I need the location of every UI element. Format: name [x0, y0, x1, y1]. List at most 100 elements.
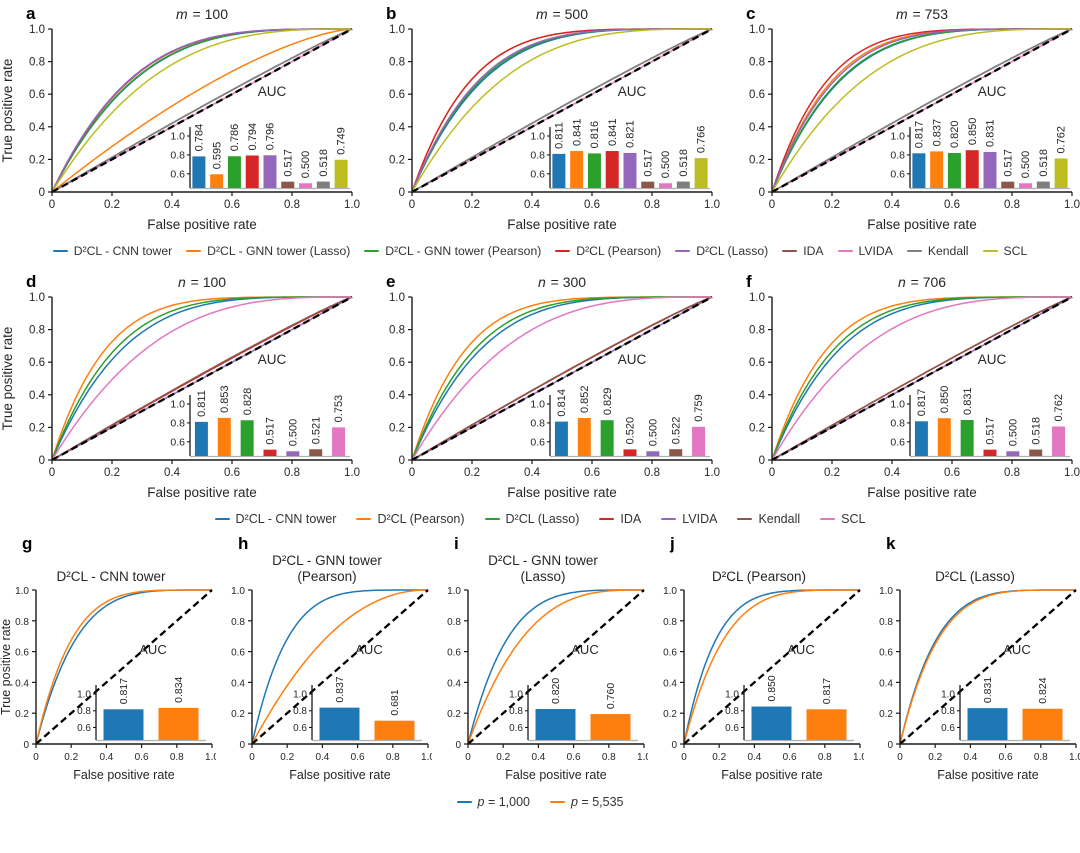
- svg-text:0.8: 0.8: [386, 752, 400, 763]
- auc-bar: [930, 151, 944, 188]
- auc-bar: [332, 427, 346, 456]
- svg-text:AUC: AUC: [571, 642, 598, 657]
- svg-text:0.6: 0.6: [584, 199, 600, 211]
- legend-item: LVIDA: [837, 244, 893, 258]
- svg-text:0.2: 0.2: [29, 154, 45, 166]
- svg-text:0.4: 0.4: [884, 467, 901, 479]
- auc-inset: 0.6 0.8 1.0 0.831 0.824 AUC: [941, 642, 1070, 742]
- chance-diagonal: [771, 27, 1073, 194]
- auc-bar: [217, 417, 231, 456]
- axis-spines: [771, 297, 1072, 461]
- panel-letter-h: h: [238, 534, 249, 553]
- roc-curve: [411, 28, 712, 193]
- svg-text:0.8: 0.8: [602, 752, 616, 763]
- svg-text:0.8: 0.8: [284, 467, 300, 479]
- auc-bar: [210, 174, 224, 188]
- svg-text:0.829: 0.829: [602, 388, 614, 416]
- roc-plot-b: 0 0.2 0.4 0.6 0.8 1.0 0 0.2 0.4 0.6 0.8 1.0 0.6 0.8 1.…: [389, 24, 720, 232]
- panel-f: f n = 706 0 0.2 0.4 0.6 0.8 1.0 0 0.2 0.4 0.6 0.8 1…: [720, 272, 1080, 506]
- panel-title-k: D²CL (Lasso): [935, 568, 1015, 584]
- svg-text:0.4: 0.4: [99, 752, 113, 763]
- svg-text:0.831: 0.831: [962, 387, 974, 415]
- svg-text:False positive rate: False positive rate: [867, 485, 977, 500]
- svg-text:0.500: 0.500: [1007, 419, 1019, 447]
- auc-bar: [983, 151, 997, 188]
- auc-bar: [1052, 426, 1066, 456]
- roc-curves: [467, 589, 644, 745]
- chance-diagonal: [35, 589, 213, 745]
- svg-text:0.2: 0.2: [231, 709, 245, 720]
- svg-text:0: 0: [409, 199, 415, 211]
- legend-label: Kendall: [927, 244, 969, 258]
- legend-label: p = 5,535: [571, 795, 624, 809]
- roc-plot-j: 0 0.2 0.4 0.6 0.8 1.0 0 0.2 0.4 0.6 0.8 1.0 0.6 0.8 1.…: [663, 586, 864, 782]
- roc-curves: [411, 296, 713, 461]
- svg-text:0.6: 0.6: [170, 168, 185, 180]
- svg-text:False positive rate: False positive rate: [289, 768, 390, 782]
- svg-text:0.828: 0.828: [242, 388, 254, 416]
- legend-label: D²CL - CNN tower: [73, 244, 173, 258]
- panel-letter-c: c: [746, 4, 756, 23]
- roc-curve: [51, 296, 353, 461]
- svg-text:0.6: 0.6: [749, 89, 765, 101]
- svg-text:AUC: AUC: [787, 642, 814, 657]
- svg-text:0.841: 0.841: [607, 119, 619, 147]
- svg-text:0.500: 0.500: [647, 419, 659, 447]
- panel-letter-k: k: [886, 534, 896, 553]
- auc-bar: [263, 449, 277, 456]
- legend-item: LVIDA: [661, 512, 717, 526]
- svg-text:0.4: 0.4: [164, 467, 181, 479]
- roc-plot-d: 0 0.2 0.4 0.6 0.8 1.0 0 0.2 0.4 0.6 0.8 1.0 0.6 0.8 1.…: [0, 292, 360, 500]
- svg-text:0.6: 0.6: [567, 752, 581, 763]
- svg-text:0.794: 0.794: [247, 123, 259, 151]
- svg-text:False positive rate: False positive rate: [147, 217, 257, 232]
- svg-text:0.8: 0.8: [29, 57, 45, 69]
- auc-inset: 0.6 0.8 1.0 0.817 0.834 AUC: [77, 642, 206, 742]
- legend-label: SCL: [841, 512, 866, 526]
- auc-bar: [669, 449, 683, 456]
- panel-letter-j: j: [670, 534, 675, 553]
- svg-text:1.0: 1.0: [1064, 467, 1080, 479]
- roc-curve: [35, 589, 212, 745]
- svg-text:0.6: 0.6: [170, 436, 185, 448]
- svg-text:0: 0: [249, 752, 255, 763]
- svg-text:0.518: 0.518: [1038, 149, 1050, 177]
- auc-inset: 0.6 0.8 1.0 0.784 0.595 0.786 0.794 0.796 0.517 0…: [170, 84, 350, 190]
- svg-text:0.766: 0.766: [696, 126, 708, 154]
- panel-a: a m = 100 0 0.2 0.4 0.6 0.8 1.0 0 0.2 0.4 0.6 0.8 1…: [0, 4, 360, 238]
- svg-text:0.6: 0.6: [944, 199, 960, 211]
- svg-text:0: 0: [39, 455, 45, 467]
- auc-bar: [947, 153, 961, 188]
- auc-bar: [605, 151, 619, 188]
- svg-text:1.0: 1.0: [890, 131, 905, 143]
- legend-color-marker: [782, 249, 798, 253]
- axis-ticks: 0 0.2 0.4 0.6 0.8 1.0 0 0.2 0.4 0.6 0.8 1.0: [389, 292, 720, 479]
- auc-bar: [570, 151, 584, 188]
- legend-color-marker: [356, 517, 372, 521]
- auc-bar: [192, 156, 206, 188]
- panel-e: e n = 300 0 0.2 0.4 0.6 0.8 1.0 0 0.2 0.4 0.6 0.8 1…: [360, 272, 720, 506]
- legend-item: D²CL (Pearson): [356, 512, 465, 526]
- svg-text:0.821: 0.821: [625, 120, 637, 148]
- panel-title-c: m = 753: [896, 6, 948, 22]
- svg-text:1.0: 1.0: [447, 586, 461, 597]
- chance-diagonal: [251, 589, 429, 745]
- legend-item: Kendall: [737, 512, 800, 526]
- svg-text:0.517: 0.517: [282, 149, 294, 177]
- legend-item: p = 5,535: [550, 795, 623, 809]
- panel-j-header: j D²CL (Pearson): [648, 534, 864, 586]
- svg-text:0: 0: [455, 740, 461, 751]
- roc-curve: [411, 296, 713, 461]
- svg-text:0.6: 0.6: [749, 357, 765, 369]
- svg-text:0.2: 0.2: [824, 199, 840, 211]
- svg-text:0.518: 0.518: [678, 149, 690, 177]
- axis-labels: False positive rate: [721, 768, 822, 782]
- svg-text:0.6: 0.6: [584, 467, 600, 479]
- svg-text:0.8: 0.8: [231, 617, 245, 628]
- svg-text:0.517: 0.517: [1002, 149, 1014, 177]
- auc-bar: [1029, 449, 1043, 456]
- svg-text:False positive rate: False positive rate: [507, 485, 617, 500]
- auc-bar: [334, 159, 348, 188]
- auc-bar: [281, 181, 295, 188]
- legend-color-marker: [364, 249, 380, 253]
